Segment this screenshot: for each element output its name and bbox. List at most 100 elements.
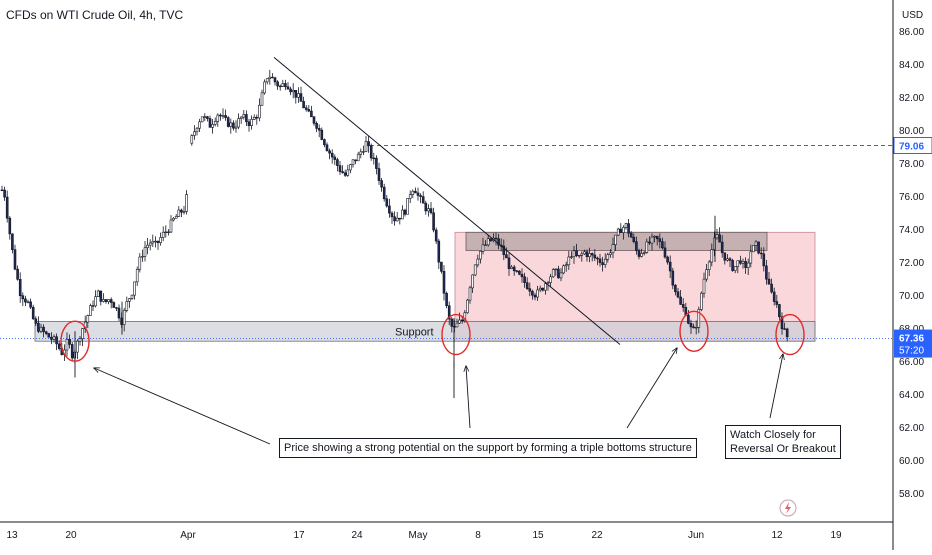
candle-body-35 [92, 306, 94, 307]
candle-body-88 [232, 123, 234, 128]
candle-body-225 [589, 253, 591, 256]
candle-body-104 [274, 78, 276, 82]
chart-title: CFDs on WTI Crude Oil, 4h, TVC [6, 8, 183, 22]
candle-body-200 [524, 277, 526, 283]
candle-body-295 [771, 284, 773, 292]
candle-body-146 [383, 187, 385, 199]
candle-body-160 [420, 195, 422, 196]
candle-body-242 [633, 237, 635, 241]
candle-body-78 [206, 117, 208, 119]
candle-body-226 [591, 253, 593, 255]
candle-body-284 [742, 261, 744, 263]
candle-body-300 [784, 329, 786, 330]
candle-body-234 [612, 245, 614, 253]
candle-body-112 [295, 90, 297, 97]
time-tick-jun: Jun [688, 530, 704, 541]
candle-body-118 [310, 111, 312, 117]
candle-body-43 [113, 303, 115, 308]
candle-body-57 [149, 243, 151, 245]
candle-body-69 [180, 210, 182, 212]
candle-body-44 [115, 308, 117, 309]
candle-body-80 [212, 124, 214, 127]
candle-body-17 [45, 332, 47, 334]
candle-body-292 [763, 254, 765, 266]
candle-body-281 [734, 267, 736, 271]
candle-body-76 [201, 117, 203, 122]
candle-body-124 [326, 145, 328, 151]
candle-body-2 [6, 197, 8, 218]
candle-body-285 [745, 261, 747, 267]
time-tick-apr: Apr [180, 530, 196, 541]
candle-body-11 [30, 302, 32, 307]
candle-body-276 [721, 242, 723, 253]
price-tick-62-00: 62.00 [899, 423, 924, 434]
candle-body-221 [578, 255, 580, 256]
candle-body-264 [690, 323, 692, 326]
candle-body-272 [711, 250, 713, 262]
candle-body-222 [581, 254, 583, 255]
candle-body-114 [300, 94, 302, 102]
candle-body-79 [209, 119, 211, 128]
candle-body-169 [443, 271, 445, 293]
candle-body-194 [508, 258, 510, 269]
candle-body-123 [323, 140, 325, 145]
candle-body-247 [646, 242, 648, 253]
candle-body-86 [227, 118, 229, 127]
candle-body-95 [251, 119, 253, 125]
candle-body-186 [487, 239, 489, 245]
candle-body-175 [459, 320, 461, 323]
candle-body-55 [144, 248, 146, 257]
candle-body-216 [565, 265, 567, 266]
price-badge: 67.36 [899, 334, 924, 345]
candle-body-20 [53, 337, 55, 340]
candle-body-206 [539, 288, 541, 290]
candle-body-103 [271, 77, 273, 78]
candle-body-92 [243, 114, 245, 117]
candle-body-218 [570, 257, 572, 258]
candle-body-199 [521, 274, 523, 276]
candle-body-257 [672, 271, 674, 285]
price-axis-unit: USD [902, 10, 923, 21]
candle-body-244 [638, 251, 640, 257]
candle-body-277 [724, 253, 726, 260]
candle-body-201 [526, 283, 528, 289]
candle-body-279 [729, 259, 731, 261]
candle-body-189 [495, 238, 497, 239]
time-tick-24: 24 [351, 530, 363, 541]
candle-body-296 [773, 292, 775, 302]
candle-body-184 [482, 245, 484, 251]
candle-body-172 [451, 319, 453, 326]
candle-body-82 [217, 115, 219, 121]
candle-body-29 [76, 341, 78, 352]
candle-body-72 [191, 136, 193, 144]
candle-body-227 [594, 255, 596, 258]
candle-body-298 [778, 305, 780, 317]
candle-body-301 [786, 329, 788, 337]
candle-body-270 [706, 270, 708, 280]
candle-body-37 [97, 291, 99, 297]
candle-body-26 [69, 339, 71, 344]
annotation-triple-bottom[interactable]: Price showing a strong potential on the … [279, 438, 697, 458]
candle-body-98 [258, 105, 260, 118]
candle-body-210 [550, 277, 552, 283]
candle-body-139 [365, 142, 367, 152]
candle-body-151 [396, 218, 398, 221]
candle-body-14 [37, 323, 39, 331]
candle-body-74 [196, 128, 198, 132]
candle-body-159 [417, 193, 419, 196]
candle-body-36 [95, 297, 97, 306]
candle-body-127 [334, 157, 336, 160]
candle-body-203 [531, 291, 533, 295]
candle-body-253 [661, 242, 663, 248]
price-tick-58-00: 58.00 [899, 489, 924, 500]
candle-body-238 [622, 227, 624, 232]
annotation-watch-closely[interactable]: Watch Closely for Reversal Or Breakout [725, 425, 841, 459]
candle-body-202 [529, 289, 531, 292]
candle-body-121 [318, 128, 320, 130]
candle-body-208 [544, 284, 546, 291]
candle-body-195 [511, 267, 513, 269]
annotation-arrow-3 [627, 348, 677, 428]
candle-body-117 [308, 109, 310, 111]
candle-body-71 [186, 195, 188, 212]
